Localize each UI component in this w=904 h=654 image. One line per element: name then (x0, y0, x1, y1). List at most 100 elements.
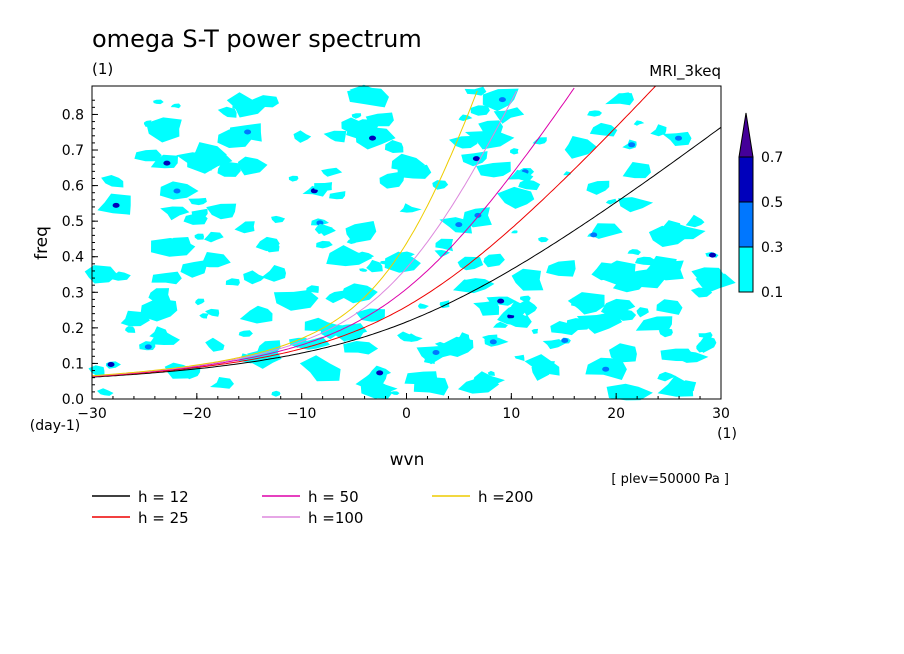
contour-blob (400, 251, 415, 258)
contour-blob (346, 238, 357, 244)
subtitle-right: MRI_3keq (649, 62, 721, 81)
contour-peak (310, 188, 318, 194)
contour-blob (432, 180, 449, 190)
legend-label: h =100 (308, 509, 363, 527)
contour-blob (390, 391, 400, 395)
x-tick-label: 20 (607, 406, 625, 422)
colorbar-segment (738, 201, 754, 248)
y-tick-label: 0.0 (62, 392, 84, 408)
contour-blob (517, 299, 538, 317)
contour-blob (325, 290, 348, 304)
contour-blob (205, 337, 225, 352)
contour-blob (237, 156, 268, 176)
legend-label: h =200 (478, 488, 533, 506)
colorbar-label: 0.1 (761, 285, 783, 301)
contour-peak (144, 344, 152, 350)
contour-blob (151, 271, 182, 285)
y-tick-label: 0.5 (62, 214, 84, 230)
contour-blob (134, 149, 162, 162)
contour-blob (264, 240, 280, 253)
contour-blob (188, 197, 207, 206)
contour-blob (329, 191, 346, 200)
contour-blob (650, 124, 667, 137)
contour-blob (657, 375, 694, 397)
legend-label: h = 12 (138, 488, 189, 506)
contour-blob (125, 326, 136, 333)
contour-blob (321, 167, 343, 177)
contour-peak (489, 339, 497, 345)
contour-blob (648, 225, 688, 247)
contour-blob (656, 299, 683, 315)
contour-blob (314, 223, 333, 235)
contour-blob (97, 388, 114, 396)
contour-blob (493, 321, 508, 328)
contour-blob (453, 278, 495, 294)
colorbar-segment (738, 156, 754, 203)
contour-blob (449, 135, 478, 149)
legend-label: h = 25 (138, 509, 189, 527)
y-tick-label: 0.6 (62, 179, 84, 195)
contour-blob (273, 272, 286, 280)
contour-blob (696, 335, 717, 353)
contour-blob (399, 203, 422, 213)
contour-blob (635, 316, 673, 331)
contour-blob (293, 130, 312, 143)
colorbar-label: 0.5 (761, 195, 783, 211)
contour-blob (380, 260, 389, 265)
contour-blob (618, 197, 654, 213)
contour-blob (511, 230, 518, 234)
contour-blob (519, 295, 531, 302)
contour-blob (658, 328, 673, 338)
contour-blob (458, 114, 473, 121)
chart-title: omega S-T power spectrum (92, 25, 422, 53)
contour-blob (326, 245, 373, 267)
contour-blob (206, 203, 237, 220)
contour-blob (140, 298, 178, 322)
contour-blob (600, 298, 636, 319)
contour-peak (455, 222, 463, 228)
contour-blob (349, 84, 380, 102)
contour-blob (464, 86, 487, 96)
contour-blob (542, 339, 566, 350)
contour-blob (101, 175, 124, 188)
contour-peak (107, 362, 115, 367)
y-unit-label: (day-1) (30, 418, 80, 434)
contour-blob (351, 113, 362, 119)
contour-blob (634, 256, 656, 266)
contour-blob (478, 120, 503, 137)
y-tick-label: 0.3 (62, 285, 84, 301)
colorbar-label: 0.7 (761, 150, 783, 166)
contour-blob (564, 136, 597, 159)
contour-blob (252, 95, 279, 108)
contour-field (84, 84, 736, 401)
contour-blob (605, 93, 634, 106)
legend-label: h = 50 (308, 488, 359, 506)
contour-peak (628, 142, 636, 148)
contour-peak (369, 135, 376, 141)
colorbar-segment (738, 246, 754, 293)
contour-peak (376, 370, 384, 376)
contour-blob (586, 180, 610, 195)
contour-blob (483, 253, 505, 268)
contour-blob (243, 270, 266, 285)
contour-blob (183, 213, 208, 225)
contour-blob (225, 278, 240, 286)
contour-peak (316, 220, 324, 226)
contour-blob (567, 292, 605, 315)
contour-blob (108, 271, 131, 281)
contour-blob (238, 330, 253, 337)
contour-blob (149, 329, 180, 345)
contour-blob (546, 260, 576, 277)
contour-blob (511, 268, 544, 291)
contour-peak (244, 129, 252, 135)
contour-blob (88, 365, 105, 376)
contour-blob (359, 268, 368, 272)
contour-blob (226, 92, 268, 118)
contour-blob (514, 354, 525, 362)
contour-blob (217, 129, 253, 148)
contour-peak (432, 350, 440, 355)
x-tick-label: −20 (182, 406, 212, 422)
contour-blob (510, 300, 526, 313)
contour-peak (163, 160, 171, 166)
colorbar-label: 0.3 (761, 240, 783, 256)
